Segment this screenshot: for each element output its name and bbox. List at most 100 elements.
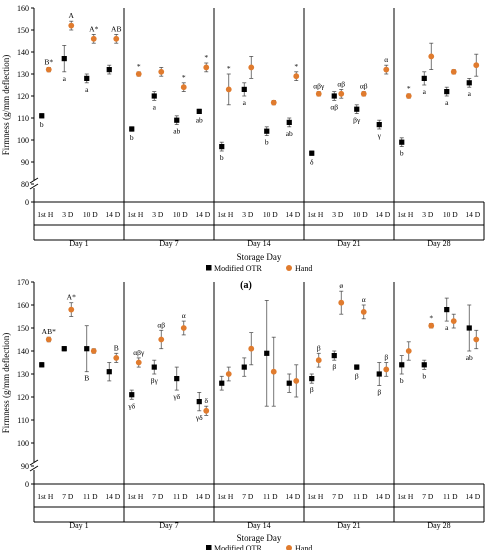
legend-otr-marker <box>206 545 212 550</box>
significance-label: AB <box>111 24 121 33</box>
significance-label: A* <box>67 293 76 302</box>
hand-point <box>203 64 210 71</box>
significance-label: αβ <box>360 82 368 91</box>
hand-point <box>315 90 322 97</box>
otr-point <box>421 362 427 368</box>
y-tick-label: 170 <box>17 278 29 287</box>
otr-point <box>84 346 90 352</box>
significance-label: b <box>400 376 404 385</box>
significance-label: * <box>137 62 141 71</box>
group-label: Day 14 <box>247 239 270 248</box>
significance-label: B <box>114 343 119 352</box>
significance-label: B* <box>44 57 53 66</box>
x-tick-label: 3 D <box>242 210 254 219</box>
significance-label: * <box>227 64 231 73</box>
group-label: Day 1 <box>69 239 88 248</box>
otr-point <box>174 376 180 382</box>
y-tick-label: 120 <box>17 393 29 402</box>
significance-label: ab <box>196 116 203 125</box>
x-tick-label: 1st H <box>217 210 234 219</box>
y-tick-label: 150 <box>17 26 29 35</box>
x-tick-label: 14 D <box>375 492 390 501</box>
hand-point <box>180 325 187 331</box>
otr-point <box>376 371 382 377</box>
significance-label: β <box>332 362 336 371</box>
x-tick-label: 1st H <box>127 492 144 501</box>
significance-label: * <box>294 62 298 71</box>
x-tick-label: 14 D <box>105 210 120 219</box>
otr-point <box>309 376 315 382</box>
x-tick-label: 11 D <box>353 492 368 501</box>
hand-point <box>428 322 435 329</box>
significance-label: αβ <box>330 102 338 111</box>
x-tick-label: 7 D <box>242 492 254 501</box>
x-tick-label: 7 D <box>152 492 164 501</box>
significance-label: αβ <box>337 79 345 88</box>
significance-label: a <box>153 102 157 111</box>
hand-point <box>450 68 457 75</box>
y-tick-label: 150 <box>17 324 29 333</box>
otr-point <box>444 89 450 95</box>
significance-label: α <box>182 311 186 320</box>
y-tick-label: 130 <box>17 370 29 379</box>
significance-label: δ <box>204 396 208 405</box>
hand-point <box>45 336 52 343</box>
hand-point <box>248 64 255 71</box>
group-label: Day 14 <box>247 521 270 530</box>
y-tick-label: 160 <box>17 301 29 310</box>
hand-point <box>293 73 300 80</box>
x-tick-label: 10 D <box>443 210 458 219</box>
group-label: Day 1 <box>69 521 88 530</box>
otr-point <box>39 113 45 119</box>
otr-point <box>466 325 472 331</box>
axis-break-mark <box>29 183 39 190</box>
hand-point <box>270 99 277 106</box>
x-tick-label: 1st H <box>217 492 234 501</box>
hand-point <box>90 348 97 354</box>
otr-point <box>196 108 202 114</box>
significance-label: b <box>220 153 224 162</box>
hand-point <box>90 35 97 42</box>
otr-point <box>354 106 360 112</box>
significance-label: a <box>85 85 89 94</box>
significance-label: b <box>265 138 269 147</box>
hand-point <box>158 336 165 343</box>
x-tick-label: 1st H <box>397 210 414 219</box>
hand-point <box>360 309 367 315</box>
hand-point <box>180 84 187 91</box>
otr-point <box>264 128 270 134</box>
legend-otr-marker <box>206 265 212 271</box>
y-tick-label: 140 <box>17 347 29 356</box>
significance-label: a <box>468 89 472 98</box>
x-tick-label: 14 D <box>105 492 120 501</box>
significance-label: a <box>445 98 449 107</box>
hand-point <box>338 299 345 306</box>
otr-point <box>219 144 225 150</box>
x-tick-label: 1st H <box>397 492 414 501</box>
significance-label: β <box>355 371 359 380</box>
hand-point <box>360 90 367 97</box>
group-label: Day 7 <box>159 239 178 248</box>
y-axis-title: Firmness (g/mm deflection) <box>1 55 11 155</box>
group-label: Day 28 <box>427 239 450 248</box>
significance-label: a <box>445 323 449 332</box>
otr-point <box>331 93 337 99</box>
significance-label: B <box>84 374 89 383</box>
hand-point <box>135 359 142 366</box>
significance-label: ab <box>173 127 180 136</box>
hand-point <box>383 366 390 373</box>
x-tick-label: 14 D <box>465 492 480 501</box>
significance-label: * <box>407 84 411 93</box>
x-tick-label: 7 D <box>422 492 434 501</box>
hand-point <box>315 357 322 364</box>
hand-point <box>225 371 232 377</box>
otr-point <box>106 67 112 73</box>
significance-label: βγ <box>151 376 159 385</box>
hand-point <box>158 68 165 75</box>
legend-otr-label: Modified OTR <box>214 264 262 273</box>
y-tick-label: 130 <box>17 70 29 79</box>
significance-label: ab <box>466 353 473 362</box>
x-tick-label: 14 D <box>465 210 480 219</box>
otr-point <box>39 362 45 368</box>
hand-point <box>270 368 277 375</box>
